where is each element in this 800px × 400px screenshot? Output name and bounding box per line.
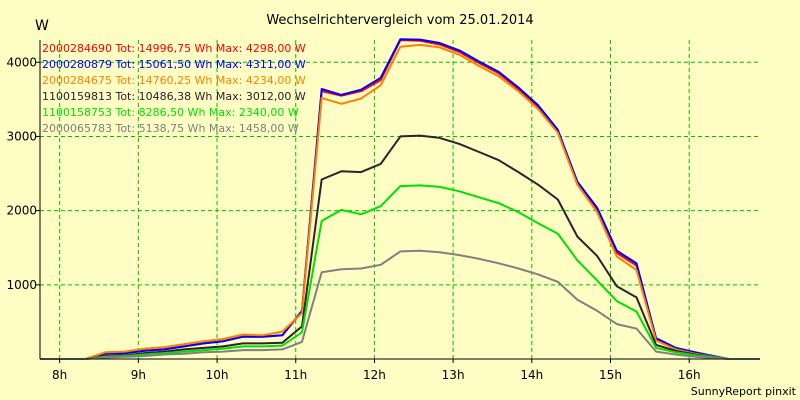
series-layer: [40, 38, 760, 360]
series-line-2000284675: [40, 43, 760, 360]
footer-credit: SunnyReport pinxit: [691, 385, 797, 398]
legend-entry-1100159813: 1100159813 Tot: 10486,38 Wh Max: 3012,00…: [42, 90, 306, 103]
legend-entry-2000065783: 2000065783 Tot: 5138,75 Wh Max: 1458,00 …: [42, 122, 299, 135]
y-tick-label: 4000: [6, 55, 37, 69]
legend-entry-2000280879: 2000280879 Tot: 15061,50 Wh Max: 4311,00…: [42, 58, 306, 71]
y-tick-label: 2000: [6, 204, 37, 218]
series-line-2000065783: [40, 249, 760, 360]
x-tick-label: 14h: [520, 368, 543, 382]
legend: 2000284690 Tot: 14996,75 Wh Max: 4298,00…: [42, 42, 306, 135]
series-line-2000280879: [40, 38, 760, 360]
axis-layer: 8h 9h 10h 11h 12h 13h 14h 15h 16h 1000 2000 3000 400…: [6, 40, 760, 382]
legend-entry-2000284675: 2000284675 Tot: 14760,25 Wh Max: 4234,00…: [42, 74, 306, 87]
x-tick-label: 10h: [206, 368, 229, 382]
y-tick-label: 3000: [6, 129, 37, 143]
chart-title: Wechselrichtervergleich vom 25.01.2014: [266, 13, 533, 28]
grid-layer: [40, 40, 760, 359]
x-tick-label: 13h: [442, 368, 465, 382]
x-tick-label: 15h: [599, 368, 622, 382]
x-tick-label: 9h: [131, 368, 146, 382]
series-line-2000284690: [40, 39, 760, 360]
x-tick-label: 16h: [678, 368, 701, 382]
y-tick-label: 1000: [6, 278, 37, 292]
x-tick-label: 8h: [52, 368, 67, 382]
x-tick-label: 12h: [363, 368, 386, 382]
legend-entry-2000284690: 2000284690 Tot: 14996,75 Wh Max: 4298,00…: [42, 42, 306, 55]
legend-entry-1100158753: 1100158753 Tot: 8286,50 Wh Max: 2340,00 …: [42, 106, 299, 119]
series-line-1100159813: [40, 134, 760, 360]
series-line-1100158753: [40, 184, 760, 360]
x-tick-label: 11h: [284, 368, 307, 382]
y-axis-unit-label: W: [35, 18, 49, 34]
